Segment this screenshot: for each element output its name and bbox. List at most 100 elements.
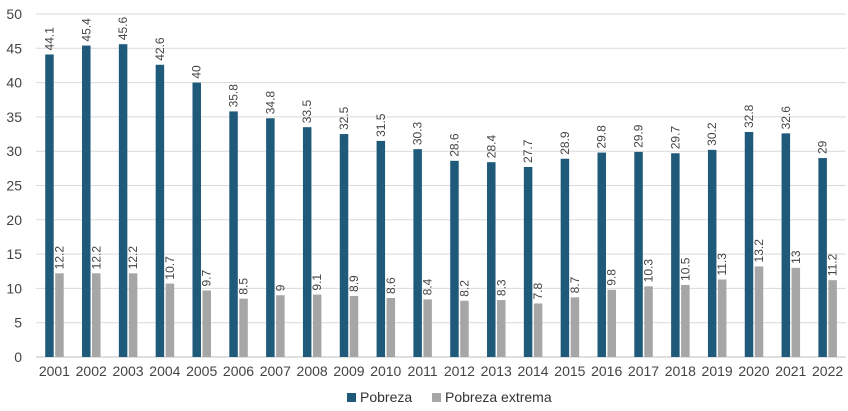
pobreza-extrema-data-label: 9.8 bbox=[605, 269, 619, 286]
pobreza-data-label: 29 bbox=[816, 140, 830, 154]
pobreza-extrema-data-label: 11.3 bbox=[715, 253, 729, 276]
pobreza-extrema-bar bbox=[681, 284, 690, 357]
pobreza-data-label: 40 bbox=[190, 65, 204, 79]
pobreza-data-label: 33.5 bbox=[300, 100, 314, 124]
pobreza-extrema-data-label: 8.6 bbox=[384, 277, 398, 294]
y-tick-label: 50 bbox=[6, 6, 22, 22]
x-tick-label: 2002 bbox=[76, 363, 107, 379]
pobreza-bar bbox=[155, 64, 165, 357]
pobreza-data-label: 31.5 bbox=[374, 113, 388, 137]
pobreza-data-label: 28.6 bbox=[447, 133, 461, 157]
pobreza-extrema-bar bbox=[717, 279, 727, 357]
x-tick-label: 2008 bbox=[297, 363, 328, 379]
pobreza-extrema-data-label: 12.2 bbox=[126, 246, 140, 270]
pobreza-extrema-bar bbox=[607, 289, 616, 357]
pobreza-bar bbox=[339, 134, 349, 357]
x-tick-label: 2018 bbox=[665, 363, 696, 379]
x-tick-label: 2014 bbox=[517, 363, 548, 379]
pobreza-data-label: 32.6 bbox=[779, 106, 793, 130]
pobreza-bar bbox=[302, 127, 312, 357]
pobreza-data-label: 30.3 bbox=[411, 121, 425, 145]
pobreza-extrema-data-label: 8.9 bbox=[347, 275, 361, 292]
pobreza-extrema-data-label: 9 bbox=[273, 284, 287, 291]
pobreza-extrema-data-label: 10.3 bbox=[642, 259, 656, 283]
pobreza-extrema-bar bbox=[460, 300, 469, 357]
x-tick-label: 2006 bbox=[223, 363, 254, 379]
pobreza-extrema-bar bbox=[423, 299, 432, 357]
y-tick-label: 0 bbox=[14, 349, 22, 365]
pobreza-bar bbox=[413, 149, 422, 357]
pobreza-extrema-bar bbox=[791, 267, 801, 357]
pobreza-bar bbox=[560, 158, 570, 357]
pobreza-data-label: 34.8 bbox=[263, 91, 277, 115]
y-tick-label: 35 bbox=[6, 109, 22, 125]
pobreza-data-label: 30.2 bbox=[705, 122, 719, 146]
y-tick-label: 15 bbox=[6, 246, 22, 262]
pobreza-extrema-bar bbox=[312, 294, 322, 357]
y-axis-ticks: 0 5 10 15 20 25 30 35 40 45 50 bbox=[6, 6, 22, 365]
pobreza-data-label: 27.7 bbox=[521, 139, 535, 163]
pobreza-bar bbox=[781, 133, 791, 357]
pobreza-extrema-data-label: 7.8 bbox=[531, 282, 545, 299]
x-axis-ticks: 2001 2002 2003 2004 2005 2006 2007 2008 2009 2010… bbox=[39, 363, 844, 379]
pobreza-bar bbox=[744, 131, 754, 357]
pobreza-bar bbox=[818, 158, 827, 357]
x-tick-label: 2010 bbox=[370, 363, 401, 379]
pobreza-extrema-data-label: 13.2 bbox=[752, 239, 766, 263]
x-tick-label: 2005 bbox=[186, 363, 217, 379]
pobreza-extrema-data-label: 13 bbox=[789, 250, 803, 264]
pobreza-extrema-data-label: 12.2 bbox=[89, 246, 103, 270]
pobreza-data-label: 45.6 bbox=[116, 17, 130, 41]
pobreza-extrema-data-label: 10.5 bbox=[678, 257, 692, 281]
legend: Pobreza Pobreza extrema bbox=[347, 389, 552, 405]
y-tick-label: 45 bbox=[6, 40, 22, 56]
pobreza-extrema-data-label: 10.7 bbox=[163, 256, 177, 280]
pobreza-bar bbox=[266, 118, 275, 357]
pobreza-data-label: 42.6 bbox=[153, 37, 167, 61]
x-tick-label: 2015 bbox=[554, 363, 585, 379]
pobreza-bar bbox=[597, 152, 606, 357]
pobreza-bar bbox=[450, 160, 459, 357]
x-tick-label: 2012 bbox=[444, 363, 475, 379]
pobreza-extrema-bar bbox=[165, 283, 175, 357]
x-tick-label: 2020 bbox=[738, 363, 769, 379]
x-tick-label: 2007 bbox=[260, 363, 291, 379]
pobreza-bar bbox=[707, 149, 717, 357]
legend-label: Pobreza bbox=[360, 389, 412, 405]
x-tick-label: 2001 bbox=[39, 363, 70, 379]
legend-label: Pobreza extrema bbox=[445, 389, 552, 405]
pobreza-extrema-data-label: 11.2 bbox=[826, 253, 840, 276]
y-tick-label: 40 bbox=[6, 75, 22, 91]
pobreza-bar bbox=[523, 166, 533, 357]
pobreza-bar bbox=[376, 140, 386, 357]
pobreza-bar bbox=[487, 162, 496, 357]
x-tick-label: 2009 bbox=[333, 363, 364, 379]
pobreza-extrema-bar bbox=[276, 295, 285, 357]
pobreza-extrema-data-label: 8.2 bbox=[457, 280, 471, 297]
pobreza-extrema-data-label: 8.7 bbox=[568, 276, 582, 293]
pobreza-data-label: 44.1 bbox=[42, 27, 56, 51]
pobreza-bar bbox=[45, 54, 54, 357]
pobreza-bar bbox=[634, 151, 643, 357]
pobreza-data-label: 29.8 bbox=[595, 125, 609, 149]
pobreza-data-label: 29.7 bbox=[668, 126, 682, 150]
y-tick-label: 5 bbox=[14, 315, 22, 331]
pobreza-extrema-bar bbox=[92, 273, 101, 357]
pobreza-bar bbox=[118, 44, 128, 358]
pobreza-extrema-bar bbox=[754, 266, 764, 357]
pobreza-extrema-bar bbox=[497, 300, 506, 357]
x-tick-label: 2011 bbox=[408, 363, 438, 379]
pobreza-extrema-data-label: 8.5 bbox=[237, 278, 251, 295]
pobreza-extrema-bar bbox=[128, 273, 138, 357]
pobreza-bar bbox=[671, 153, 680, 357]
pobreza-data-label: 28.4 bbox=[484, 134, 498, 158]
x-tick-label: 2004 bbox=[149, 363, 180, 379]
bars bbox=[45, 44, 837, 358]
legend-swatch bbox=[347, 393, 356, 402]
x-tick-label: 2022 bbox=[812, 363, 843, 379]
pobreza-data-label: 28.9 bbox=[558, 131, 572, 155]
pobreza-bar bbox=[82, 45, 91, 357]
x-tick-label: 2021 bbox=[775, 363, 806, 379]
pobreza-extrema-bar bbox=[386, 298, 396, 357]
